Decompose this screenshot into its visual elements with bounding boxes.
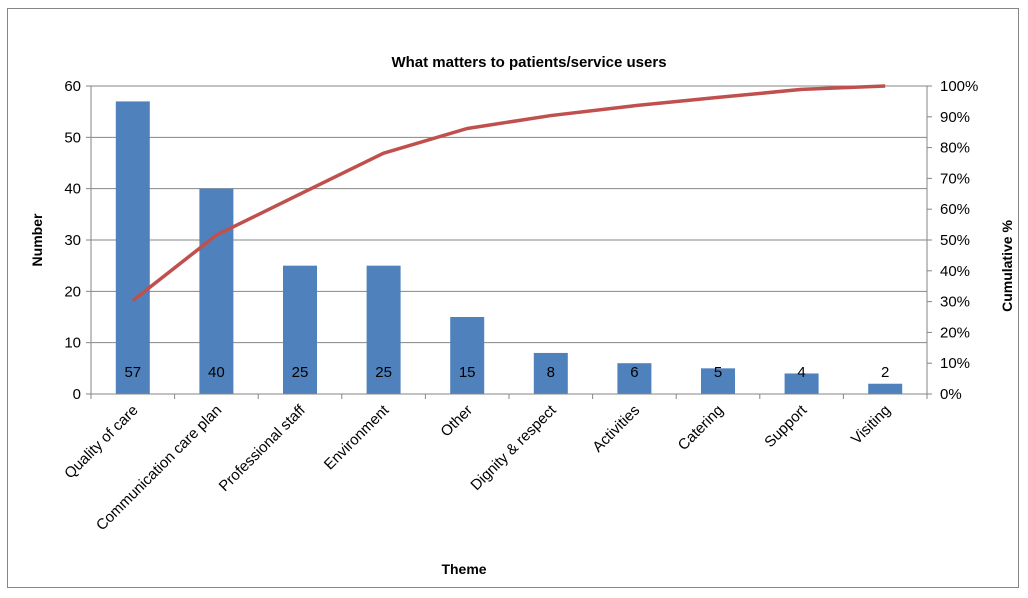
y2-tick-label: 30% <box>940 294 970 311</box>
y2-tick-label: 20% <box>940 324 970 341</box>
bar <box>784 373 819 394</box>
y2-tick-label: 60% <box>940 201 970 218</box>
bar-value-label: 5 <box>714 364 722 381</box>
right-axis-ticks: 0% 10% 20% 30% 40% 50% 60% 70% 80% 90% 100% <box>940 78 978 403</box>
x-category-label: Dignity & respect <box>467 401 560 494</box>
bar-value-label: 6 <box>630 364 638 381</box>
y-tick-label: 50 <box>64 129 81 146</box>
y-axis-title: Number <box>29 213 45 266</box>
bar-value-label: 4 <box>797 364 805 381</box>
axes <box>86 85 932 399</box>
bar-value-label: 15 <box>459 364 476 381</box>
y2-tick-label: 90% <box>940 109 970 126</box>
x-axis-title: Theme <box>441 561 486 577</box>
bar-series <box>115 101 903 395</box>
chart-title: What matters to patients/service users <box>391 54 666 71</box>
cumulative-percent-line <box>131 84 886 303</box>
bar <box>366 265 401 394</box>
y2-tick-label: 80% <box>940 140 970 157</box>
bar <box>199 188 234 394</box>
y2-tick-label: 40% <box>940 263 970 280</box>
bar-value-label: 2 <box>881 364 889 381</box>
y-tick-label: 60 <box>64 78 81 95</box>
y2-tick-label: 10% <box>940 355 970 372</box>
bar-value-label: 25 <box>292 364 309 381</box>
y-tick-label: 30 <box>64 232 81 249</box>
y-tick-label: 20 <box>64 283 81 300</box>
x-category-label: Environment <box>321 401 393 473</box>
y-tick-label: 0 <box>73 386 81 403</box>
bar <box>868 383 903 394</box>
x-category-label: Support <box>761 401 811 451</box>
x-category-label: Other <box>437 402 476 441</box>
data-labels: 57 40 25 25 15 8 6 5 4 2 <box>124 364 889 381</box>
x-category-label: Professional staff <box>216 401 310 495</box>
bar <box>701 368 735 394</box>
x-category-label: Visiting <box>848 402 894 448</box>
y2-axis-title: Cumulative % <box>999 220 1015 312</box>
y-tick-label: 10 <box>64 335 81 352</box>
bar <box>115 101 150 395</box>
bar <box>450 317 485 394</box>
x-category-label: Activities <box>589 402 643 456</box>
bar-value-label: 25 <box>375 364 392 381</box>
y2-tick-label: 100% <box>940 78 978 95</box>
left-axis-ticks: 0 10 20 30 40 50 60 <box>64 78 81 403</box>
bar <box>283 265 317 394</box>
x-category-label: Quality of care <box>61 402 141 482</box>
cumulative-line <box>131 84 886 303</box>
bar-value-label: 40 <box>208 364 225 381</box>
chart-frame <box>7 8 1019 588</box>
y2-tick-label: 50% <box>940 232 970 249</box>
bar <box>617 363 652 394</box>
bar-value-label: 8 <box>547 364 555 381</box>
x-category-label: Catering <box>675 402 727 454</box>
bar-value-label: 57 <box>124 364 141 381</box>
bar <box>533 352 568 394</box>
y2-tick-label: 70% <box>940 170 970 187</box>
y-tick-label: 40 <box>64 181 81 198</box>
y2-tick-label: 0% <box>940 386 962 403</box>
